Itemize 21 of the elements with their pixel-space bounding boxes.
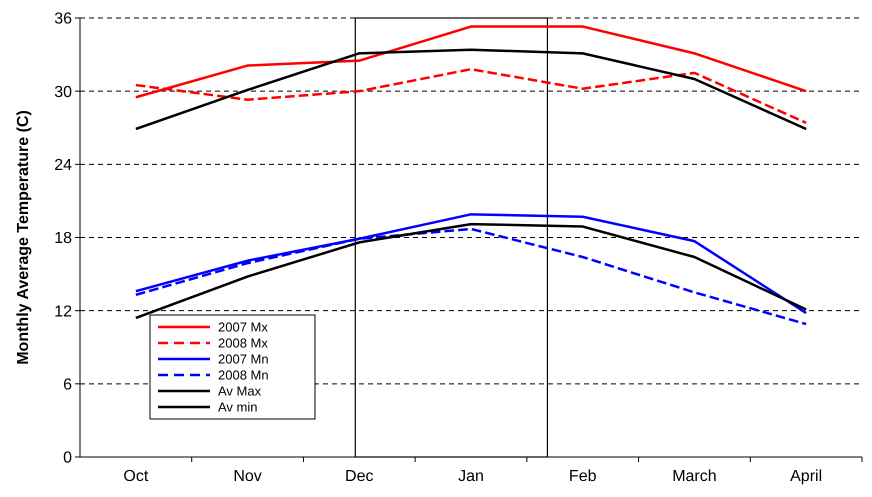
y-tick-label: 30 [54,84,72,101]
x-tick-label: April [790,468,822,485]
legend-label: 2007 Mx [218,320,268,335]
legend-label: 2008 Mn [218,368,269,383]
x-tick-label: Feb [568,468,597,485]
legend-label: 2008 Mx [218,336,268,351]
x-tick-label: Oct [123,468,149,485]
legend-label: Av min [218,400,258,415]
x-tick-label: March [672,468,717,485]
x-tick-label: Jan [458,468,484,485]
x-tick-label: Nov [233,468,262,485]
y-tick-label: 6 [63,376,72,394]
x-tick-label: Dec [345,468,374,485]
legend-label: Av Max [218,384,262,399]
y-axis-title: Monthly Average Temperature (C) [15,110,32,365]
legend-label: 2007 Mn [218,352,269,367]
y-tick-label: 36 [54,10,72,28]
y-tick-label: 0 [63,450,72,467]
y-tick-label: 12 [54,303,72,320]
y-tick-label: 18 [54,230,72,248]
y-tick-label: 24 [54,156,72,174]
